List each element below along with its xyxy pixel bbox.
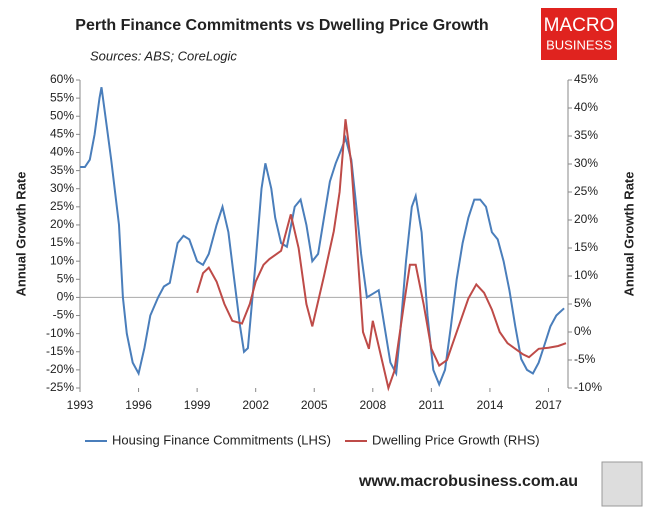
y2-tick-label: 25% [574, 184, 598, 198]
y-tick-label: -15% [46, 344, 74, 358]
y-tick-label: 10% [50, 253, 74, 267]
y2-axis-label: Annual Growth Rate [621, 172, 636, 297]
x-tick-label: 2017 [535, 398, 562, 412]
x-tick-label: 2005 [301, 398, 328, 412]
y2-tick-label: 10% [574, 268, 598, 282]
logo-icon [601, 461, 643, 507]
series-line [196, 119, 567, 392]
y2-tick-label: 35% [574, 128, 598, 142]
y-tick-label: 5% [57, 271, 75, 285]
y-tick-label: 20% [50, 217, 74, 231]
y2-tick-label: -10% [574, 380, 602, 394]
legend-label: Dwelling Price Growth (RHS) [372, 432, 540, 447]
y2-tick-label: 5% [574, 296, 592, 310]
x-tick-label: 2002 [242, 398, 269, 412]
y-tick-label: 60% [50, 72, 74, 86]
footer-url: www.macrobusiness.com.au [358, 473, 578, 490]
y-tick-label: 40% [50, 145, 74, 159]
y-tick-label: 50% [50, 108, 74, 122]
x-tick-label: 2008 [359, 398, 386, 412]
x-tick-label: 1996 [125, 398, 152, 412]
legend-label: Housing Finance Commitments (LHS) [112, 432, 331, 447]
y2-tick-label: -5% [574, 352, 596, 366]
logo-text: MACRO [544, 15, 615, 36]
y-tick-label: 30% [50, 181, 74, 195]
y-axis-label: Annual Growth Rate [13, 172, 28, 297]
y2-tick-label: 0% [574, 324, 592, 338]
chart-title: Perth Finance Commitments vs Dwelling Pr… [75, 17, 488, 34]
y2-tick-label: 15% [574, 240, 598, 254]
y-tick-label: -25% [46, 380, 74, 394]
y-tick-label: 25% [50, 199, 74, 213]
logo-box [541, 8, 617, 60]
x-tick-label: 1993 [67, 398, 94, 412]
y-tick-label: -10% [46, 326, 74, 340]
chart-subtitle: Sources: ABS; CoreLogic [90, 48, 237, 63]
y-tick-label: 35% [50, 163, 74, 177]
y-tick-label: 45% [50, 127, 74, 141]
y-tick-label: 55% [50, 90, 74, 104]
y-tick-label: 15% [50, 235, 74, 249]
y-tick-label: -20% [46, 362, 74, 376]
y2-tick-label: 45% [574, 72, 598, 86]
x-tick-label: 1999 [184, 398, 211, 412]
x-tick-label: 2014 [477, 398, 504, 412]
y-tick-label: 0% [57, 290, 75, 304]
y2-tick-label: 20% [574, 212, 598, 226]
x-tick-label: 2011 [418, 398, 444, 412]
y2-tick-label: 40% [574, 100, 598, 114]
y-tick-label: -5% [53, 308, 75, 322]
series-line [80, 87, 565, 388]
y2-tick-label: 30% [574, 156, 598, 170]
logo-text: BUSINESS [546, 37, 612, 52]
